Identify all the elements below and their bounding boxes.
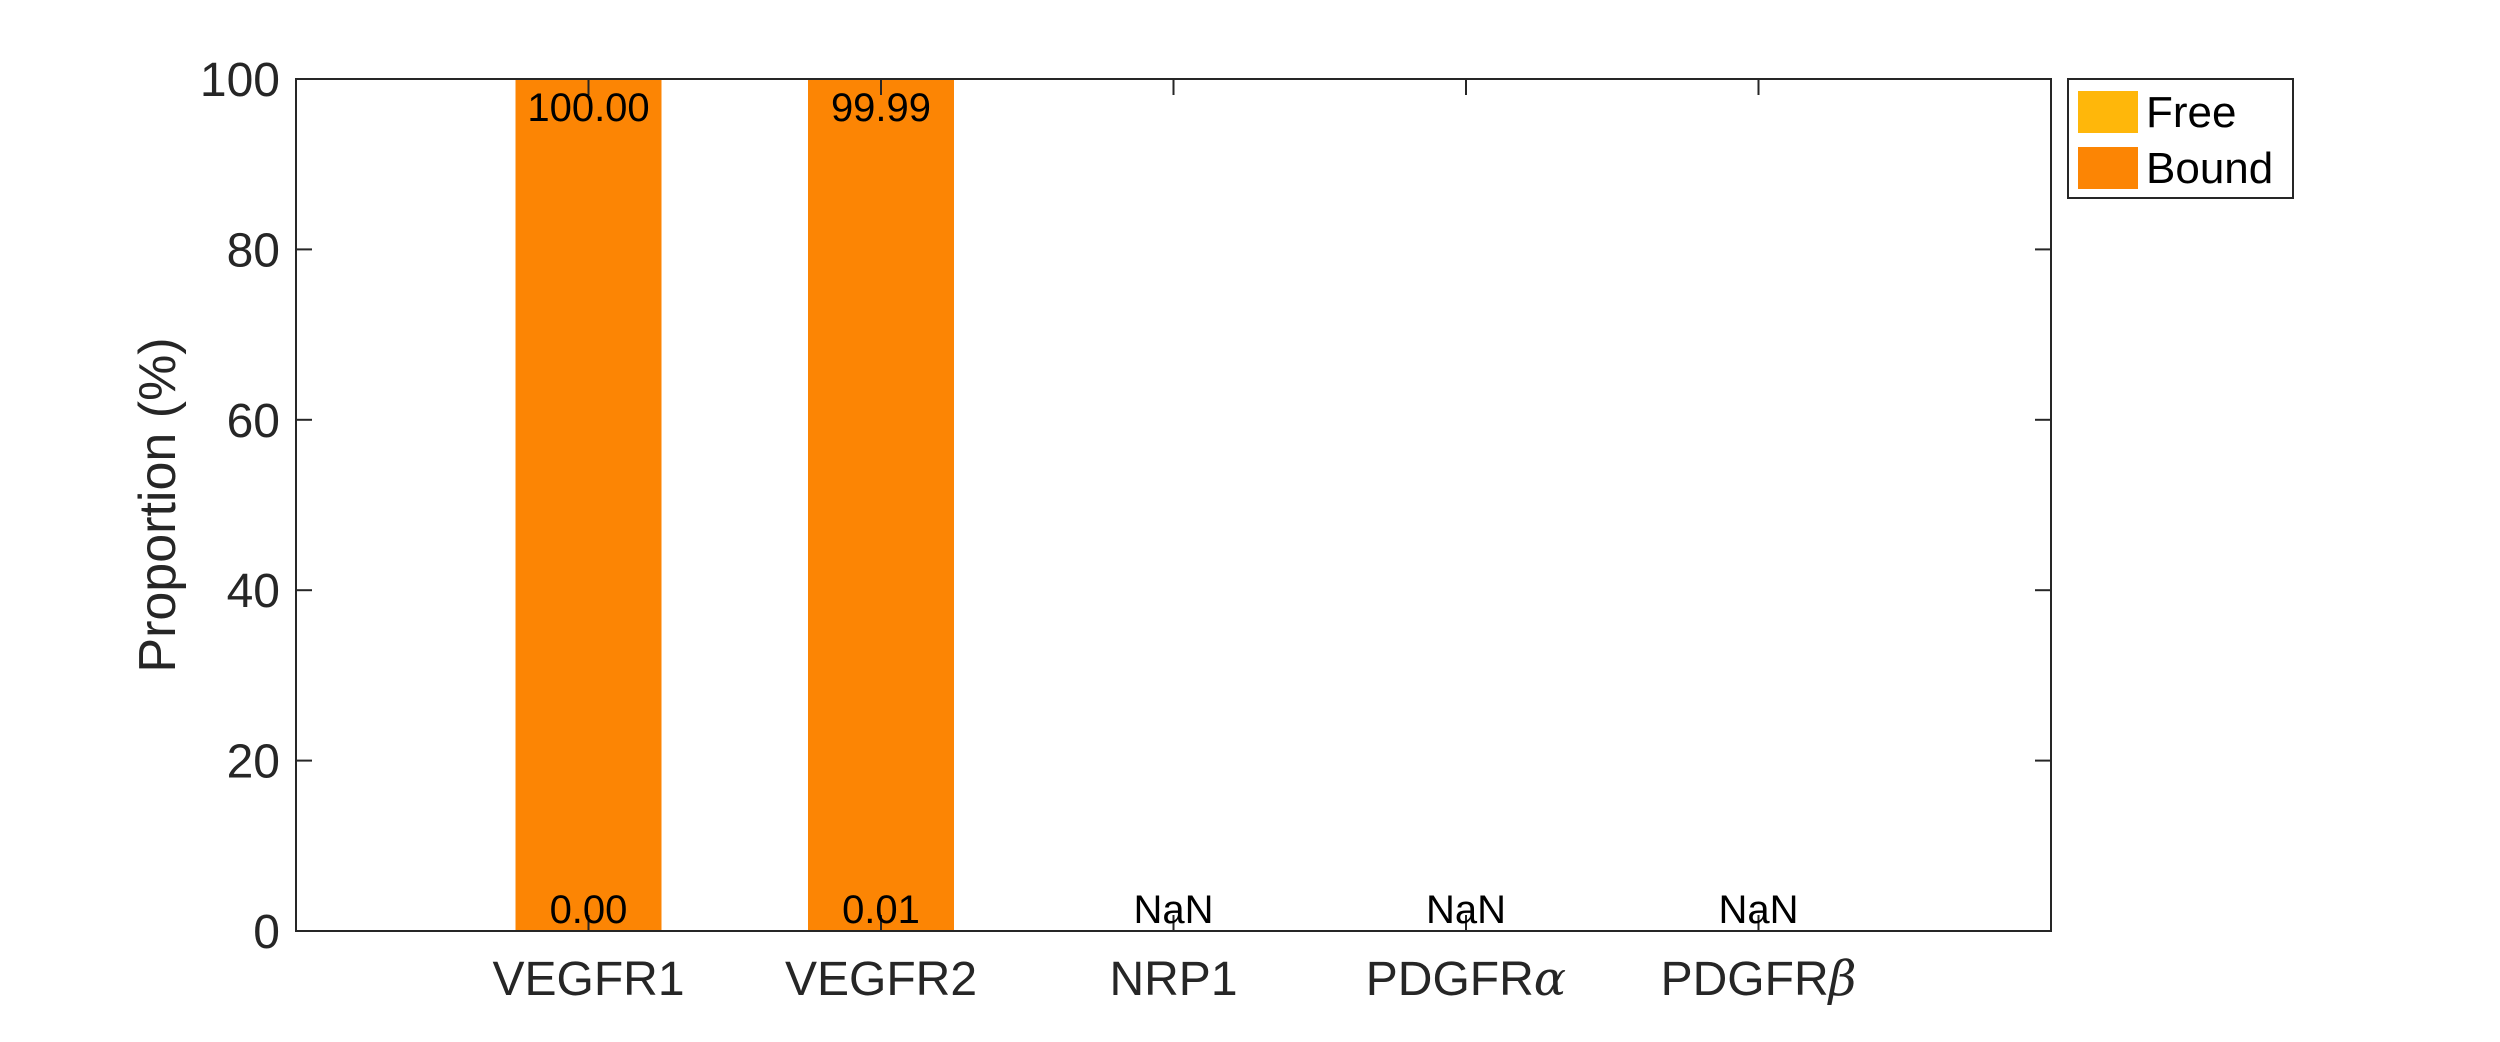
legend: Free Bound: [2067, 78, 2294, 199]
bar-bound: [808, 79, 954, 931]
legend-label-free: Free: [2146, 88, 2236, 137]
data-label-bound: 100.00: [527, 86, 649, 130]
y-tick-label: 100: [200, 54, 280, 107]
y-tick-label: 20: [227, 736, 280, 789]
x-tick-label: PDGFRα: [1366, 951, 1566, 1007]
y-tick-label: 60: [227, 395, 280, 448]
legend-label-bound: Bound: [2146, 144, 2273, 193]
x-tick-label: VEGFR2: [785, 953, 977, 1006]
y-axis: 0 20 40 60 80 100: [200, 54, 2051, 959]
data-label-free: NaN: [1426, 888, 1506, 932]
x-tick-label: NRP1: [1109, 953, 1237, 1006]
y-tick-label: 80: [227, 224, 280, 277]
data-label-bound: 99.99: [831, 86, 931, 130]
data-labels: 0.00 100.00 0.01 99.99 NaN NaN NaN: [527, 86, 1798, 932]
legend-swatch-free: [2078, 91, 2138, 133]
data-label-free: 0.00: [550, 888, 628, 932]
data-label-free: 0.01: [842, 888, 920, 932]
x-tick-label: PDGFRβ: [1661, 951, 1857, 1007]
data-label-free: NaN: [1133, 888, 1213, 932]
bar-bound: [515, 79, 662, 931]
x-tick-label: VEGFR1: [492, 953, 684, 1006]
y-axis-title: Proportion (%): [129, 337, 187, 672]
data-label-free: NaN: [1718, 888, 1798, 932]
y-tick-label: 40: [227, 565, 280, 618]
bars-layer: [515, 79, 954, 931]
y-tick-label: 0: [253, 906, 280, 959]
legend-swatch-bound: [2078, 147, 2138, 189]
x-axis: VEGFR1 VEGFR2 NRP1 PDGFRα PDGFRβ: [492, 79, 1856, 1007]
